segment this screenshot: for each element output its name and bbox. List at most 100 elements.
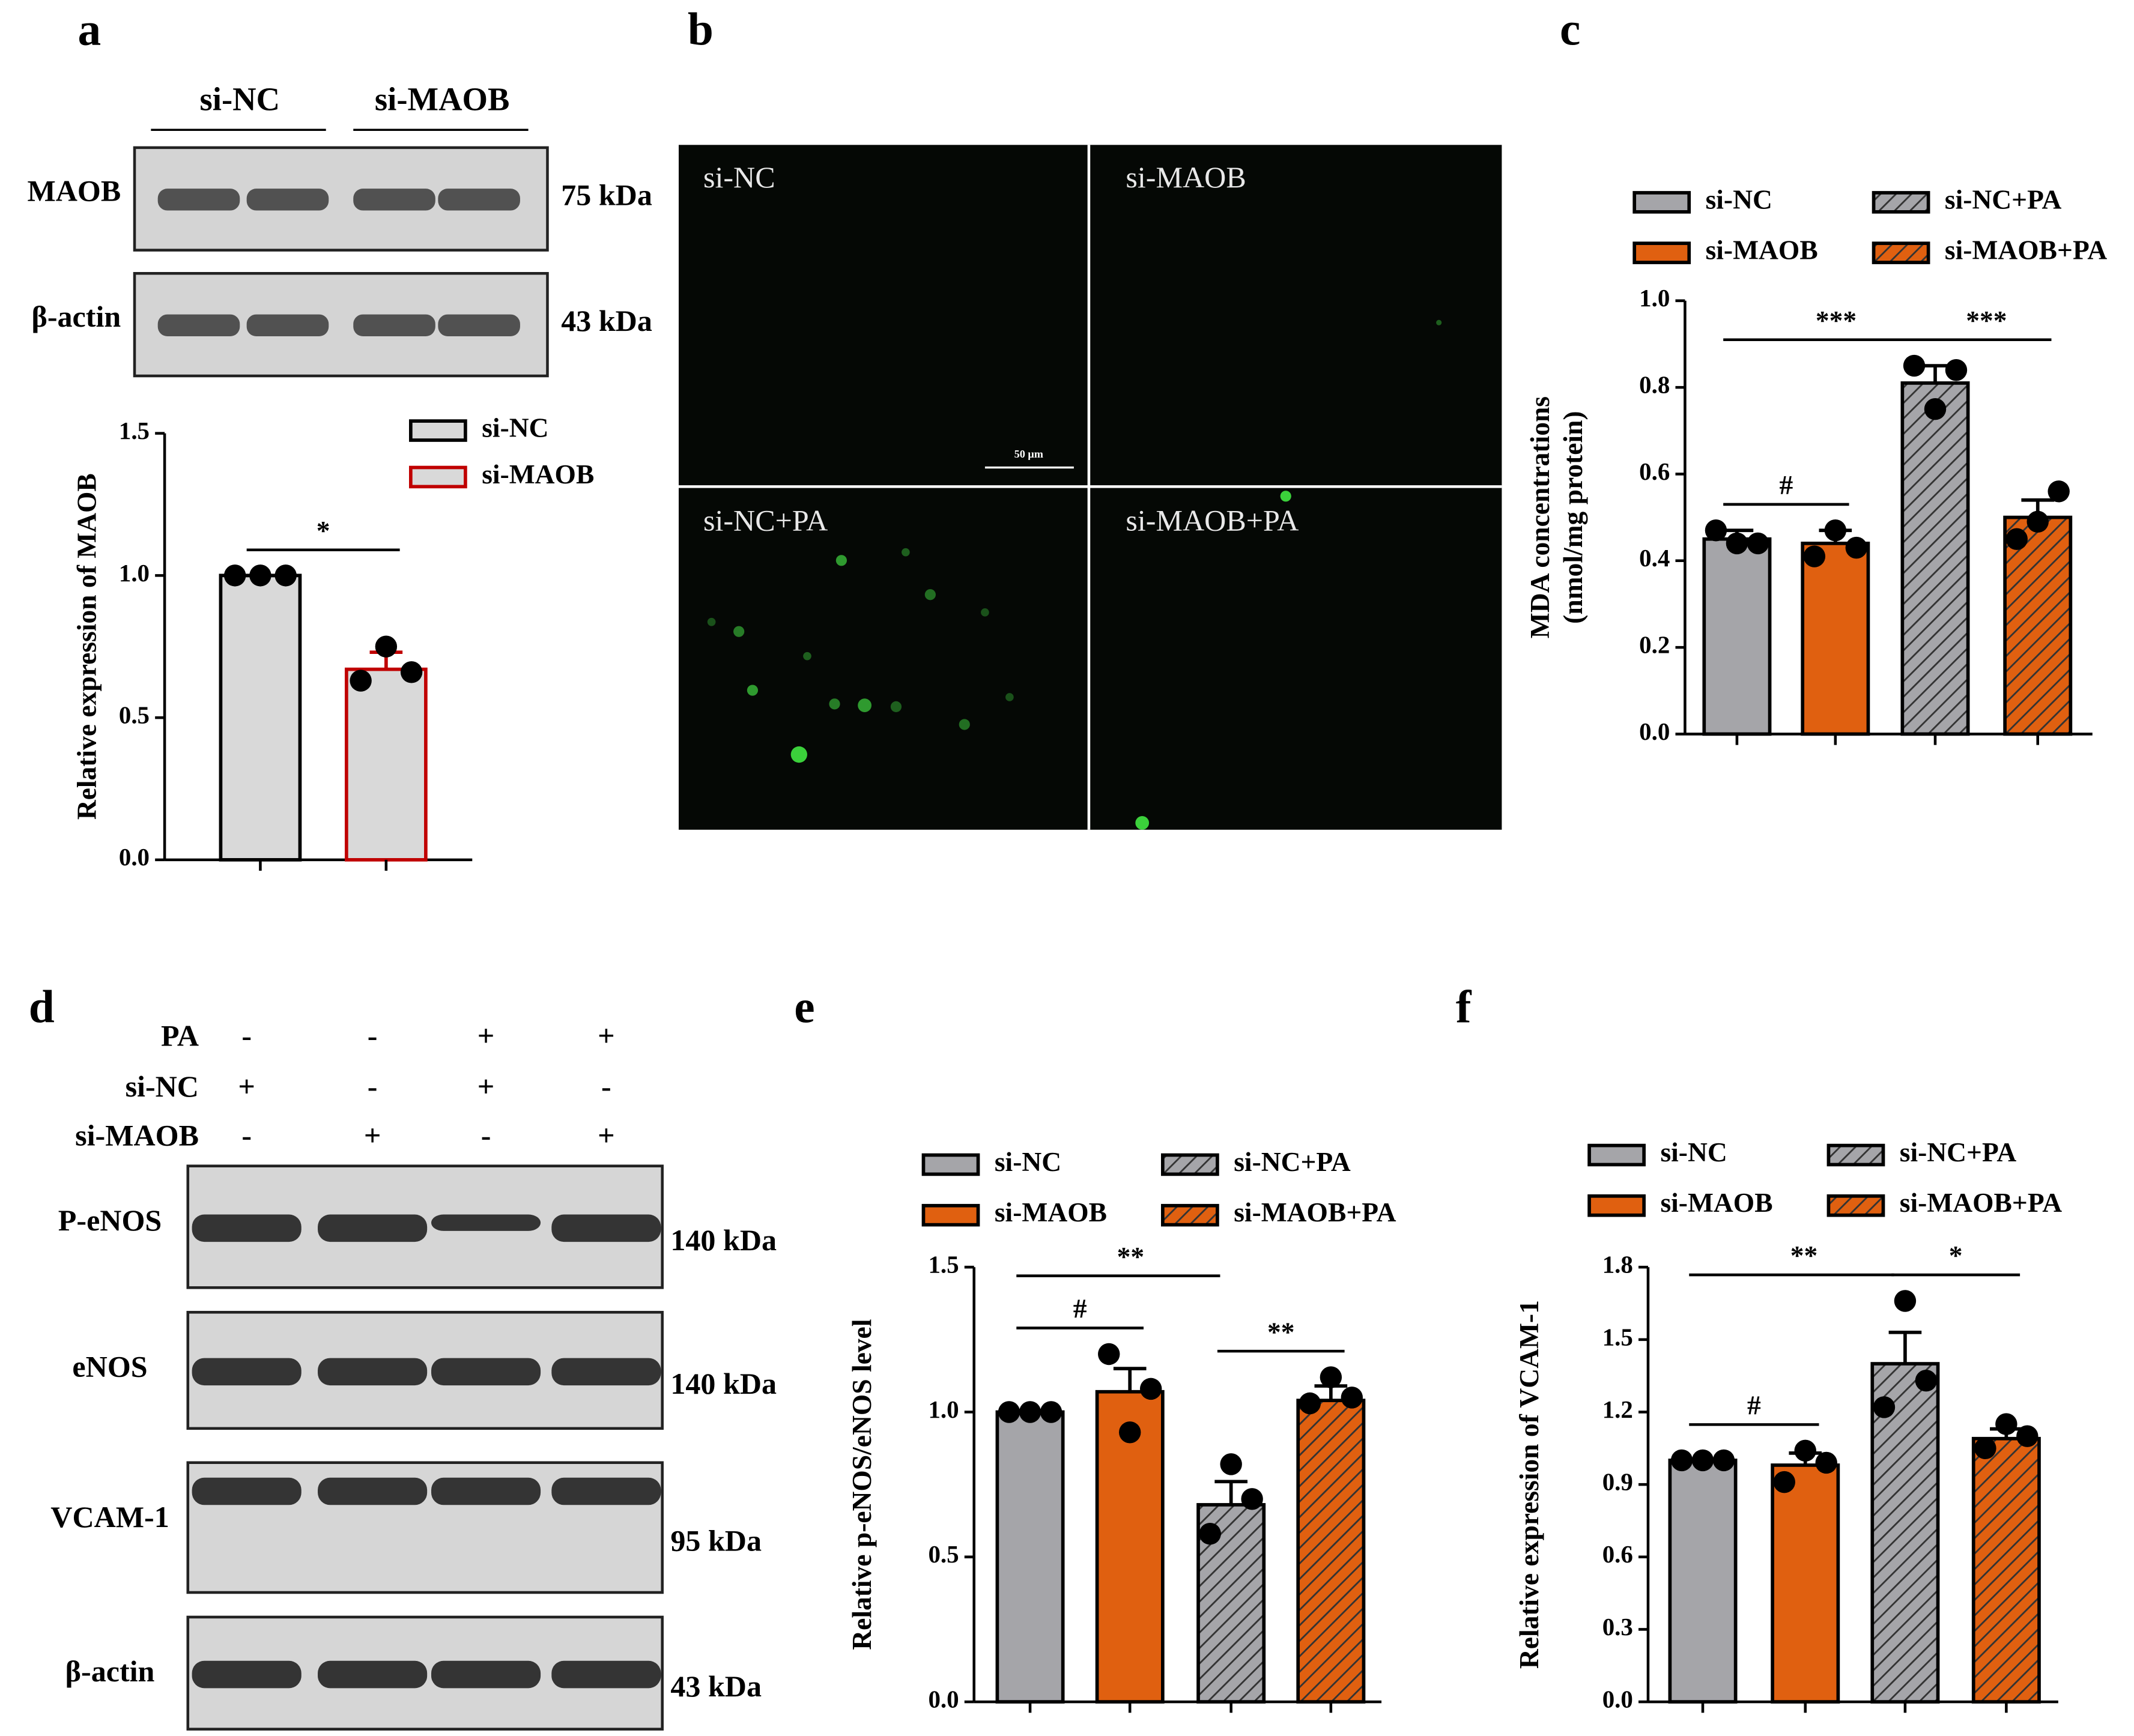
data-point [400, 661, 423, 683]
blot-size-label: 43 kDa [670, 1669, 762, 1703]
condition-label: si-MAOB [75, 1119, 199, 1152]
significance-label: * [1949, 1240, 1963, 1271]
data-point [1924, 398, 1947, 420]
legend-swatch [1826, 1143, 1885, 1167]
band [431, 1214, 541, 1231]
error-bar [1888, 1330, 1922, 1364]
scale-bar-label: 50 μm [1014, 448, 1043, 460]
panel-label: e [794, 981, 814, 1032]
legend-swatch [1161, 1203, 1219, 1227]
band [431, 1660, 541, 1689]
band [192, 1214, 302, 1242]
data-point [1815, 1451, 1837, 1474]
data-point [1995, 1413, 2017, 1435]
significance-label: * [317, 515, 330, 546]
y-tick-label: 0.3 [1602, 1613, 1633, 1641]
condition-sign: - [601, 1069, 611, 1103]
panel-label: b [688, 4, 714, 55]
band [246, 189, 329, 211]
legend-swatch [1587, 1143, 1646, 1167]
legend-swatch [1826, 1194, 1885, 1217]
y-tick-label: 0.8 [1639, 371, 1670, 399]
band [551, 1660, 661, 1689]
blot-size-label: 140 kDa [670, 1367, 777, 1400]
band [353, 314, 435, 336]
band [318, 1214, 428, 1242]
condition-sign: - [241, 1019, 252, 1053]
y-axis-label: MDA concentrations [1524, 396, 1555, 638]
band [318, 1358, 428, 1386]
data-point [1098, 1343, 1120, 1366]
legend-swatch [408, 465, 467, 489]
y-axis-label: Relative expression of MAOB [71, 473, 102, 820]
legend-label: si-NC [1660, 1137, 1727, 1167]
legend-label: si-NC+PA [1900, 1137, 2017, 1167]
band [246, 314, 329, 336]
bar [995, 1410, 1065, 1704]
significance-label: # [1779, 470, 1793, 500]
blot-size-label: 95 kDa [670, 1524, 762, 1558]
image-label: si-NC+PA [703, 503, 828, 537]
data-point [2016, 1425, 2039, 1447]
data-point [249, 564, 271, 587]
data-point [1773, 1471, 1795, 1493]
significance-label: # [1073, 1293, 1087, 1324]
panel-label: c [1560, 4, 1580, 55]
data-point [998, 1401, 1020, 1423]
data-point [1040, 1401, 1062, 1423]
legend-swatch [1587, 1194, 1646, 1217]
group-label: si-NC [200, 80, 280, 117]
condition-sign: + [477, 1019, 495, 1053]
y-axis-label: Relative expression of VCAM-1 [1514, 1300, 1544, 1669]
data-point [1803, 545, 1826, 567]
y-tick-label: 1.2 [1602, 1396, 1633, 1423]
y-tick-label: 0.6 [1602, 1540, 1633, 1568]
panel-label: a [78, 4, 102, 55]
data-point [350, 670, 372, 692]
band [438, 314, 520, 336]
legend-swatch [1632, 241, 1691, 264]
y-tick-label: 0.6 [1639, 458, 1670, 485]
data-point [1019, 1401, 1041, 1423]
blot-row-label: eNOS [72, 1349, 147, 1383]
band [431, 1358, 541, 1386]
data-point [1747, 532, 1769, 555]
condition-sign: + [238, 1069, 255, 1103]
y-tick-label: 0.0 [928, 1685, 959, 1713]
data-point [1299, 1392, 1321, 1415]
legend-swatch [1161, 1153, 1219, 1176]
data-point [1845, 536, 1868, 559]
band [431, 1477, 541, 1505]
condition-sign: - [241, 1119, 252, 1152]
y-tick-label: 1.5 [119, 417, 150, 444]
data-point [1974, 1437, 1996, 1460]
error-bar [1214, 1480, 1247, 1505]
condition-sign: - [368, 1019, 378, 1053]
band [318, 1477, 428, 1505]
data-point [1945, 359, 1968, 381]
data-point [1712, 1449, 1735, 1472]
data-point [2005, 528, 2028, 550]
data-point [223, 564, 246, 587]
data-point [1824, 519, 1847, 542]
y-tick-label: 0.4 [1639, 544, 1670, 572]
significance-label: *** [1966, 305, 2007, 336]
band [438, 189, 520, 211]
blot-row-label: P-eNOS [58, 1203, 162, 1237]
legend-label: si-NC+PA [1945, 184, 2062, 214]
y-tick-label: 1.0 [119, 559, 150, 587]
condition-sign: - [481, 1119, 491, 1152]
condition-sign: + [598, 1019, 615, 1053]
y-tick-label: 0.2 [1639, 631, 1670, 658]
legend-label: si-NC [995, 1146, 1061, 1177]
legend-label: si-MAOB+PA [1234, 1197, 1396, 1227]
blot-row-label: β-actin [31, 300, 121, 333]
data-point [1903, 354, 1926, 377]
data-point [1894, 1290, 1917, 1312]
data-point [1705, 519, 1727, 542]
microscopy: 50 μm [679, 145, 1502, 830]
significance-label: *** [1816, 305, 1857, 336]
data-point [1320, 1366, 1342, 1388]
condition-label: PA [161, 1019, 199, 1053]
